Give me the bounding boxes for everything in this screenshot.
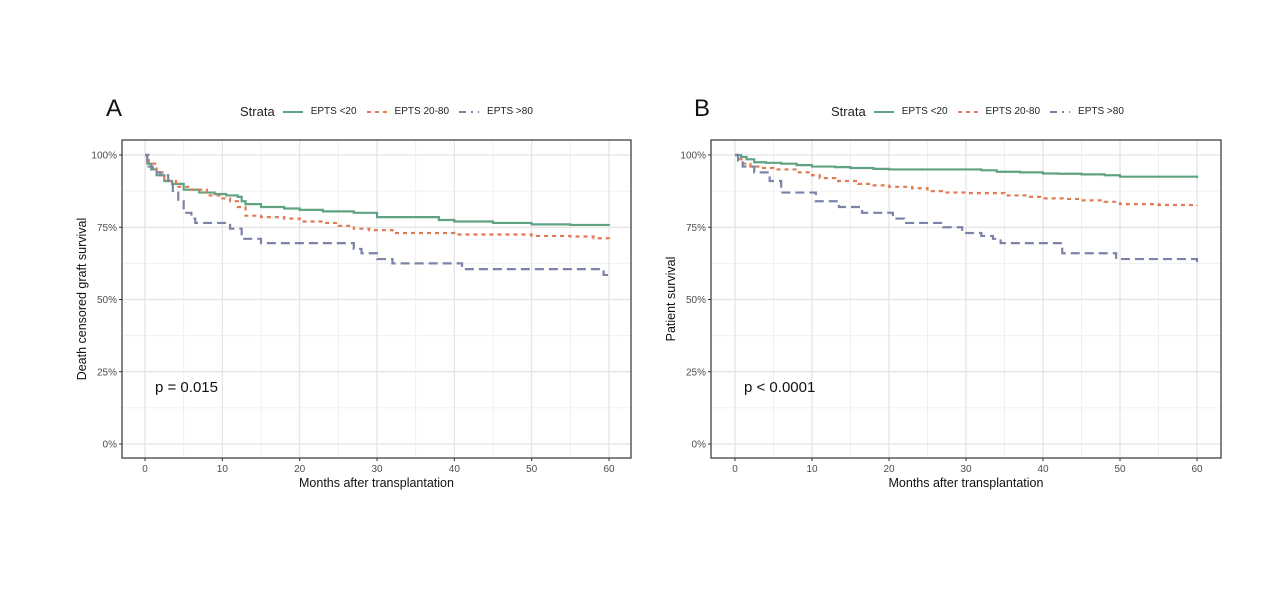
x-tick-label: 20 <box>883 464 895 475</box>
panel-b-x-axis-label: Months after transplantation <box>889 476 1044 490</box>
panel-b-y-axis-label: Patient survival <box>664 257 678 342</box>
x-tick-label: 0 <box>732 464 738 475</box>
panel-a-grid <box>122 140 631 458</box>
y-tick-label: 100% <box>91 151 117 162</box>
legend-title: Strata <box>831 104 866 119</box>
x-tick-label: 10 <box>217 464 229 475</box>
y-tick-label: 25% <box>97 367 117 378</box>
legend-key-solid-icon <box>282 110 303 113</box>
legend-label: EPTS <20 <box>901 106 948 117</box>
panel-a-p-value: p = 0.015 <box>155 379 218 396</box>
panel-b-grid <box>711 140 1221 458</box>
x-tick-label: 30 <box>371 464 383 475</box>
panel-a-series-epts-20 <box>145 153 611 227</box>
legend-key-dashed-icon <box>1050 110 1071 113</box>
panel-a-plot: 0 10 20 30 40 50 60 0% 25% 50% 75% 100% Months after… <box>75 139 632 490</box>
legend-item-epts-gt80: EPTS >80 <box>459 106 533 117</box>
legend-key-dotted-icon <box>957 110 978 113</box>
legend-label: EPTS <20 <box>310 106 357 117</box>
legend-item-epts-gt80: EPTS >80 <box>1050 106 1124 117</box>
panel-b-series-epts-20 <box>735 153 1199 179</box>
x-tick-label: 30 <box>960 464 972 475</box>
panel-a-series-epts-80 <box>145 153 609 277</box>
y-tick-label: 50% <box>686 295 706 306</box>
panel-a-y-axis-label: Death censored graft survival <box>75 218 89 381</box>
legend-label: EPTS >80 <box>487 106 533 117</box>
panel-a-series-epts-20-80 <box>145 153 611 240</box>
panel-a-x-axis-label: Months after transplantation <box>299 476 454 490</box>
legend-item-epts-20-80: EPTS 20-80 <box>366 106 450 117</box>
panel-b-series-epts-80 <box>735 153 1199 264</box>
y-tick-label: 0% <box>692 440 707 451</box>
x-tick-label: 40 <box>449 464 461 475</box>
legend-key-solid-icon <box>873 110 894 113</box>
x-tick-label: 50 <box>526 464 538 475</box>
legend-key-dotted-icon <box>366 110 387 113</box>
y-tick-label: 100% <box>680 151 706 162</box>
x-tick-label: 0 <box>142 464 148 475</box>
panel-a-label: A <box>106 95 123 122</box>
legend-label: EPTS >80 <box>1078 106 1124 117</box>
panel-b-legend: Strata EPTS <20 EPTS 20-80 EPTS >80 <box>831 104 1134 119</box>
y-tick-label: 0% <box>103 440 118 451</box>
panel-b-p-value: p < 0.0001 <box>744 379 815 396</box>
legend-item-epts-lt20: EPTS <20 <box>873 106 948 117</box>
legend-key-dashed-icon <box>459 110 480 113</box>
panel-a-legend: Strata EPTS <20 EPTS 20-80 EPTS >80 <box>240 104 543 119</box>
x-tick-label: 10 <box>806 464 818 475</box>
panel-b-label: B <box>694 95 711 122</box>
panel-b-plot: 0 10 20 30 40 50 60 0% 25% 50% 75% 100% Months after… <box>664 139 1222 490</box>
x-tick-label: 20 <box>294 464 306 475</box>
x-tick-label: 40 <box>1037 464 1049 475</box>
y-tick-label: 25% <box>686 367 706 378</box>
y-tick-label: 75% <box>97 223 117 234</box>
legend-item-epts-lt20: EPTS <20 <box>282 106 357 117</box>
panel-b-series-epts-20-80 <box>735 153 1199 207</box>
x-tick-label: 50 <box>1114 464 1126 475</box>
x-tick-label: 60 <box>603 464 615 475</box>
x-tick-label: 60 <box>1191 464 1203 475</box>
legend-title: Strata <box>240 104 275 119</box>
y-tick-label: 75% <box>686 223 706 234</box>
legend-label: EPTS 20-80 <box>985 106 1041 117</box>
legend-label: EPTS 20-80 <box>394 106 450 117</box>
legend-item-epts-20-80: EPTS 20-80 <box>957 106 1041 117</box>
y-tick-label: 50% <box>97 295 117 306</box>
